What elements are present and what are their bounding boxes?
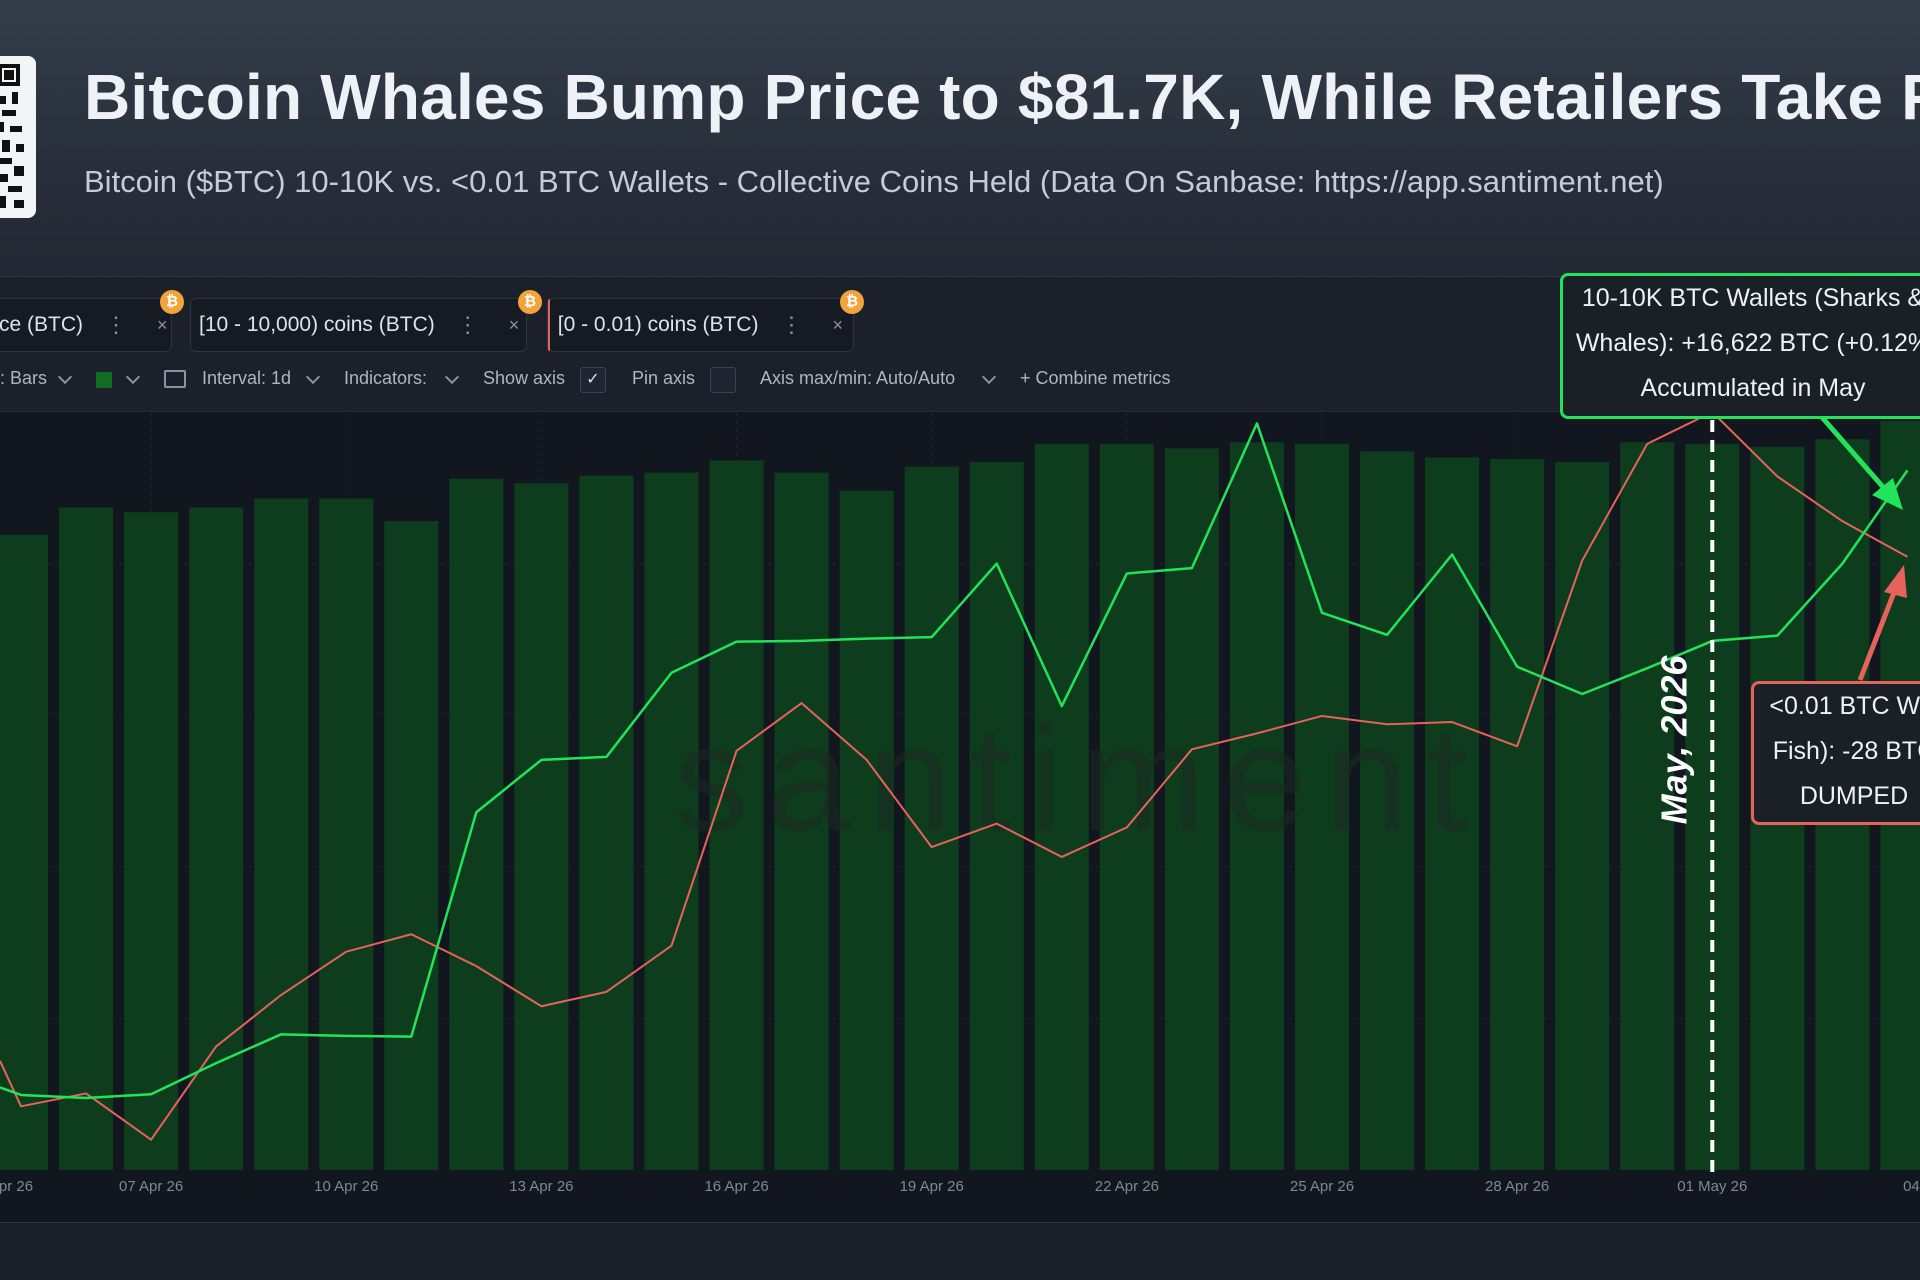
bar bbox=[1034, 443, 1089, 1170]
bar bbox=[124, 512, 179, 1170]
bar bbox=[514, 483, 569, 1170]
x-tick-label: pr 26 bbox=[0, 1178, 33, 1195]
bar bbox=[1490, 458, 1545, 1171]
interval-dropdown[interactable]: Interval: 1d bbox=[202, 368, 292, 388]
bar bbox=[59, 507, 114, 1170]
sharks-annotation-line-1: 10-10K BTC Wallets (Sharks & bbox=[1581, 284, 1920, 312]
arrow-icon bbox=[1872, 478, 1903, 510]
close-icon[interactable]: × bbox=[832, 314, 843, 335]
metric-chip-price[interactable]: ce (BTC) ⋮ × bbox=[0, 298, 172, 352]
x-tick-label: 13 Apr 26 bbox=[509, 1178, 573, 1195]
show-axis-label: Show axis bbox=[483, 368, 566, 388]
bar bbox=[904, 466, 959, 1170]
show-axis-checkbox[interactable]: ✓ bbox=[580, 367, 606, 393]
sharks-annotation-line-2: Whales): +16,622 BTC (+0.12% bbox=[1575, 329, 1920, 357]
close-icon[interactable]: × bbox=[508, 314, 520, 335]
pin-axis-checkbox[interactable] bbox=[710, 367, 736, 393]
bar bbox=[1229, 442, 1284, 1170]
bar bbox=[644, 472, 699, 1170]
bar bbox=[384, 521, 439, 1170]
arrow-icon bbox=[1818, 413, 1892, 497]
fish-annotation-line-1: <0.01 BTC Wal bbox=[1769, 692, 1920, 720]
bitcoin-icon: ₿ bbox=[518, 290, 542, 314]
bar bbox=[1295, 443, 1349, 1170]
kebab-menu-icon[interactable]: ⋮ bbox=[105, 312, 127, 337]
bar bbox=[579, 475, 634, 1170]
kebab-menu-icon[interactable]: ⋮ bbox=[456, 312, 479, 337]
bitcoin-icon: ₿ bbox=[160, 290, 184, 314]
bar bbox=[319, 498, 374, 1170]
qr-code bbox=[0, 56, 36, 218]
bar bbox=[449, 478, 504, 1171]
x-tick-label: 25 Apr 26 bbox=[1290, 1178, 1354, 1195]
metric-chip-whales[interactable]: [10 - 10,000) coins (BTC) ⋮ × bbox=[190, 298, 527, 352]
bar bbox=[709, 460, 764, 1171]
axis-maxmin-dropdown[interactable]: Axis max/min: Auto/Auto bbox=[760, 368, 956, 388]
arrow-icon bbox=[1857, 589, 1898, 681]
x-tick-label: 07 Apr 26 bbox=[119, 1178, 183, 1195]
page-title: Bitcoin Whales Bump Price to $81.7K, Whi… bbox=[84, 61, 1920, 133]
bar bbox=[0, 534, 48, 1170]
page-subtitle: Bitcoin ($BTC) 10-10K vs. <0.01 BTC Wall… bbox=[84, 164, 1664, 199]
x-tick-label: 04 bbox=[1903, 1178, 1920, 1195]
sharks-annotation: 10-10K BTC Wallets (Sharks & Whales): +1… bbox=[1560, 273, 1920, 419]
fish-annotation: <0.01 BTC Wal Fish): -28 BTC DUMPED bbox=[1751, 681, 1920, 825]
combine-metrics-button[interactable]: + Combine metrics bbox=[1020, 368, 1171, 388]
may-divider-label: May, 2026 bbox=[1653, 655, 1694, 825]
pin-axis-label: Pin axis bbox=[632, 368, 696, 388]
bar bbox=[839, 490, 894, 1170]
fish-series-line bbox=[0, 411, 1908, 1141]
metric-chip-fish[interactable]: [0 - 0.01) coins (BTC) ⋮ × bbox=[547, 298, 854, 352]
bar bbox=[1360, 451, 1415, 1170]
bar bbox=[1620, 442, 1675, 1170]
kebab-menu-icon[interactable]: ⋮ bbox=[780, 312, 803, 337]
metric-chip-fish-label: [0 - 0.01) coins (BTC) bbox=[557, 313, 759, 336]
watermark-text: santiment bbox=[674, 694, 1486, 862]
metric-chip-whales-label: [10 - 10,000) coins (BTC) bbox=[199, 313, 435, 336]
fish-annotation-line-3: DUMPED bbox=[1799, 782, 1909, 810]
bar bbox=[969, 462, 1024, 1170]
x-tick-label: 16 Apr 26 bbox=[704, 1178, 768, 1195]
x-tick-label: 10 Apr 26 bbox=[314, 1178, 378, 1195]
x-tick-label: 22 Apr 26 bbox=[1095, 1178, 1159, 1195]
bar bbox=[774, 472, 829, 1170]
bitcoin-icon: ₿ bbox=[840, 290, 864, 314]
sharks-annotation-line-3: Accumulated in May bbox=[1640, 374, 1866, 402]
color-swatch[interactable] bbox=[96, 372, 112, 388]
bar bbox=[1555, 462, 1610, 1170]
metric-chip-fish-swatch bbox=[548, 299, 550, 351]
indicators-dropdown[interactable]: Indicators: bbox=[344, 368, 428, 388]
fish-annotation-line-2: Fish): -28 BTC bbox=[1772, 737, 1920, 765]
bar bbox=[254, 498, 309, 1170]
x-tick-label: 19 Apr 26 bbox=[900, 1178, 964, 1195]
whales-series-line bbox=[0, 422, 1909, 1100]
metric-chip-price-label: ce (BTC) bbox=[0, 313, 83, 336]
interval-icon bbox=[164, 370, 186, 388]
x-tick-label: 01 May 26 bbox=[1677, 1178, 1747, 1195]
x-tick-label: 28 Apr 26 bbox=[1485, 1178, 1549, 1195]
chart-style-dropdown[interactable]: : Bars bbox=[0, 368, 48, 388]
arrow-icon bbox=[1884, 565, 1907, 598]
close-icon[interactable]: × bbox=[157, 314, 168, 335]
bar bbox=[189, 507, 244, 1170]
